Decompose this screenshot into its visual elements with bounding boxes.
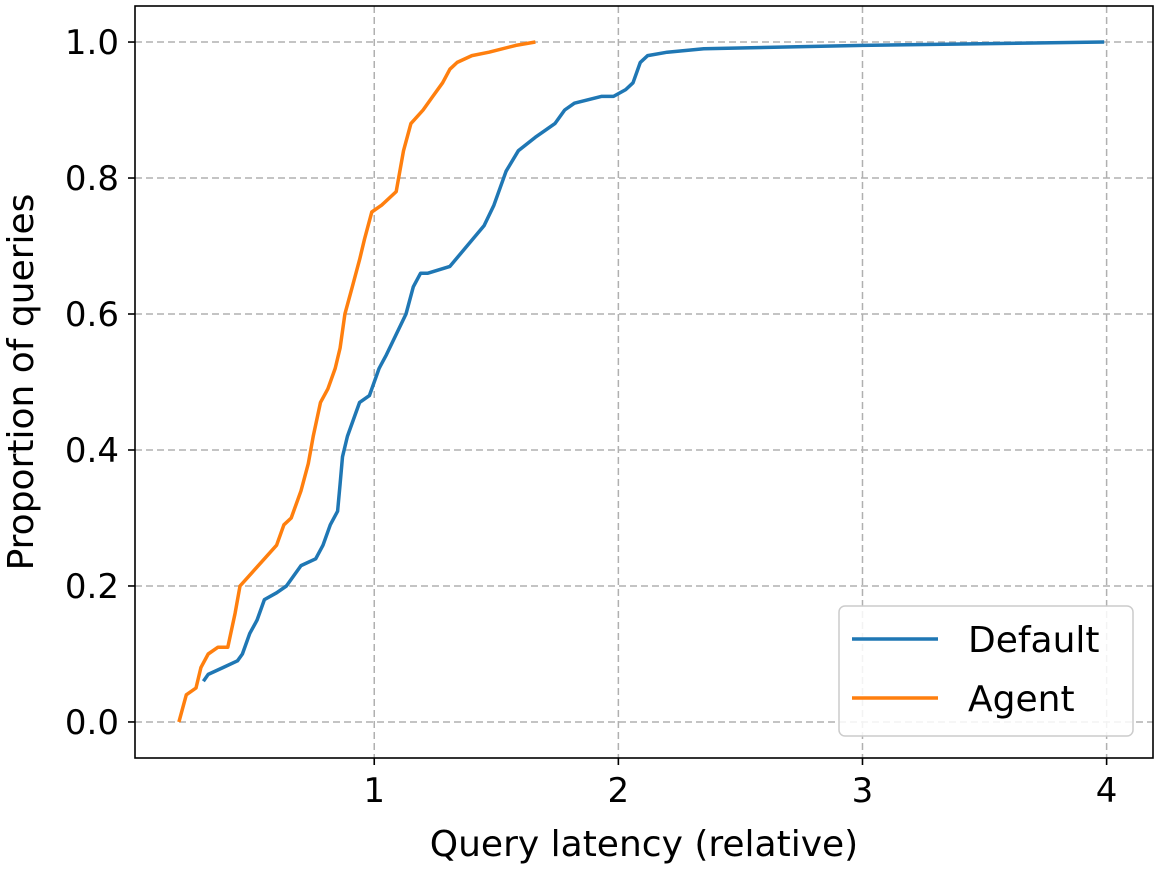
x-axis-label: Query latency (relative) bbox=[430, 824, 858, 865]
x-tick-label-1: 1 bbox=[363, 771, 385, 811]
legend: Default Agent bbox=[838, 605, 1134, 737]
y-tick-label-0.0: 0.0 bbox=[65, 703, 119, 743]
legend-label-default: Default bbox=[968, 620, 1100, 661]
y-tick-label-0.4: 0.4 bbox=[65, 431, 119, 471]
y-tick-label-0.2: 0.2 bbox=[65, 567, 119, 607]
x-tick-label-2: 2 bbox=[608, 771, 630, 811]
series-line-default bbox=[201, 40, 1105, 683]
series-layer bbox=[177, 40, 1105, 723]
legend-label-agent: Agent bbox=[968, 679, 1075, 720]
plot-frame bbox=[134, 5, 1154, 759]
x-tick-label-3: 3 bbox=[852, 771, 874, 811]
y-axis-label: Proportion of queries bbox=[1, 194, 42, 571]
ticks: 1 2 3 4 0.0 0.2 0.4 0.6 0.8 1.0 bbox=[65, 23, 1118, 811]
y-tick-label-0.8: 0.8 bbox=[65, 159, 119, 199]
y-tick-label-1.0: 1.0 bbox=[65, 23, 119, 63]
x-tick-label-4: 4 bbox=[1096, 771, 1118, 811]
y-tick-label-0.6: 0.6 bbox=[65, 295, 119, 335]
series-line-agent bbox=[177, 40, 536, 723]
